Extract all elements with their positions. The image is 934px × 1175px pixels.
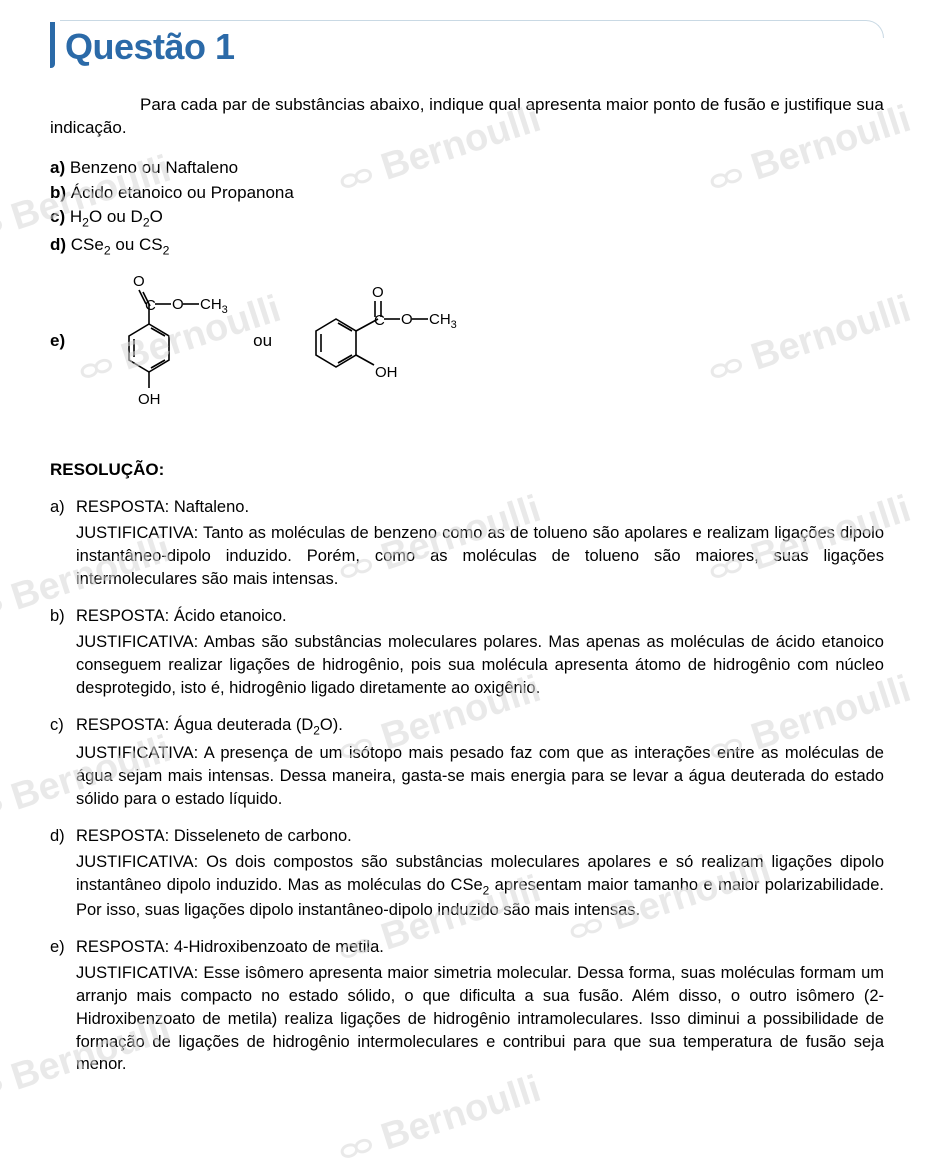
svg-text:CH3: CH3 [200, 296, 228, 316]
answer-b: b) RESPOSTA: Ácido etanoico. JUSTIFICATI… [50, 605, 884, 700]
answer-letter: e) [50, 936, 76, 959]
svg-text:OH: OH [138, 391, 161, 408]
watermark: Bernoulli [329, 1068, 546, 1175]
option-e: e) O C O CH3 OH [50, 266, 884, 416]
answer-e: e) RESPOSTA: 4-Hidroxibenzoato de metila… [50, 936, 884, 1077]
answer-justification: JUSTIFICATIVA: Tanto as moléculas de ben… [76, 522, 884, 590]
question-header: Questão 1 [50, 26, 884, 68]
answer-letter: b) [50, 605, 76, 628]
option-a: a) Benzeno ou Naftaleno [50, 156, 884, 180]
svg-text:CH3: CH3 [429, 311, 457, 331]
intro-text: Para cada par de substâncias abaixo, ind… [50, 94, 884, 140]
answer-letter: d) [50, 825, 76, 848]
option-c: c) H2O ou D2O [50, 205, 884, 232]
ou-label: ou [253, 329, 272, 353]
svg-text:O: O [133, 273, 145, 290]
answer-d: d) RESPOSTA: Disseleneto de carbono. JUS… [50, 825, 884, 922]
answer-c: c) RESPOSTA: Água deuterada (D2O). JUSTI… [50, 714, 884, 811]
svg-text:O: O [401, 311, 413, 328]
molecule-left: O C O CH3 OH [89, 266, 229, 416]
answer-a: a) RESPOSTA: Naftaleno. JUSTIFICATIVA: T… [50, 496, 884, 591]
option-d: d) CSe2 ou CS2 [50, 233, 884, 260]
svg-text:OH: OH [375, 364, 398, 381]
option-b: b) Ácido etanoico ou Propanona [50, 181, 884, 205]
svg-text:C: C [145, 297, 156, 314]
svg-text:C: C [374, 312, 385, 329]
title-bar-icon [50, 22, 55, 68]
answer-justification: JUSTIFICATIVA: Ambas são substâncias mol… [76, 631, 884, 699]
answer-letter: a) [50, 496, 76, 519]
answer-letter: c) [50, 714, 76, 739]
molecule-right: O C O CH3 OH [296, 281, 466, 401]
svg-text:O: O [372, 284, 384, 301]
svg-text:O: O [172, 296, 184, 313]
options-list: a) Benzeno ou Naftaleno b) Ácido etanoic… [50, 156, 884, 416]
resolution-heading: RESOLUÇÃO: [50, 460, 884, 480]
answer-justification: JUSTIFICATIVA: Esse isômero apresenta ma… [76, 962, 884, 1076]
answer-justification: JUSTIFICATIVA: A presença de um isótopo … [76, 742, 884, 810]
answer-justification: JUSTIFICATIVA: Os dois compostos são sub… [76, 851, 884, 921]
question-title: Questão 1 [65, 26, 235, 68]
